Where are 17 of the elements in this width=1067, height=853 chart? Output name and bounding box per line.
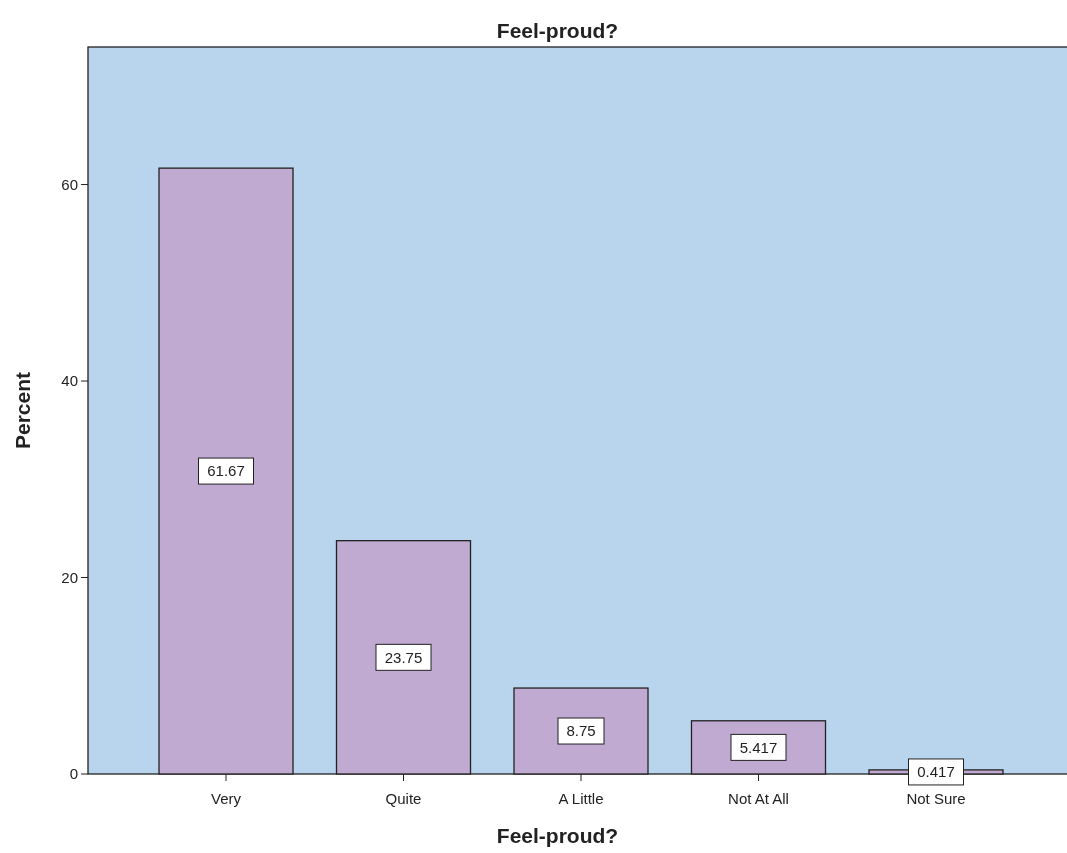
x-tick-label: Quite xyxy=(385,790,422,807)
data-label: 61.67 xyxy=(207,462,245,480)
x-tick-label: Very xyxy=(211,790,242,807)
y-axis-title: Percent xyxy=(11,371,34,450)
data-label: 0.417 xyxy=(917,763,955,781)
x-axis-title: Feel-proud? xyxy=(496,824,619,847)
y-tick-label: 0 xyxy=(69,765,78,783)
x-tick-label: A Little xyxy=(558,790,604,807)
data-label: 5.417 xyxy=(739,738,778,756)
y-tick-label: 60 xyxy=(61,175,78,193)
x-tick-label: Not Sure xyxy=(906,790,966,807)
x-tick-label: Not At All xyxy=(728,790,789,807)
chart-title: Feel-proud? xyxy=(496,19,619,42)
y-tick-label: 40 xyxy=(61,372,78,390)
data-label: 23.75 xyxy=(384,648,423,666)
data-label: 8.75 xyxy=(566,722,596,740)
y-tick-label: 20 xyxy=(61,568,78,586)
